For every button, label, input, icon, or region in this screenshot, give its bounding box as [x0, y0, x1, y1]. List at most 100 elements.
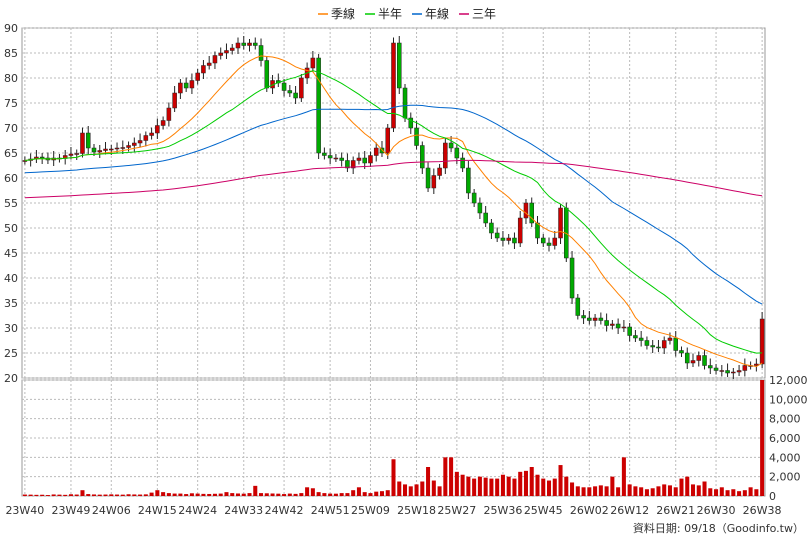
candle-body — [189, 80, 195, 89]
candle-body — [126, 145, 131, 148]
volume-bar — [581, 487, 586, 496]
candle-body — [598, 317, 604, 321]
volume-bar — [224, 492, 229, 496]
volume-bar — [305, 487, 310, 496]
candle-body — [402, 87, 408, 119]
volume-bar — [523, 470, 528, 496]
volume-bar — [708, 488, 713, 496]
volume-bar — [356, 487, 361, 496]
time-tick-label: 25W18 — [397, 504, 436, 517]
volume-axis: 12,000 10,000 8,000 6,000 4,000 2,000 0 — [769, 374, 808, 503]
candle-body — [91, 147, 97, 153]
time-tick-label: 23W40 — [5, 504, 44, 517]
volume-bar — [570, 482, 575, 496]
candle-body — [414, 127, 419, 146]
candle-body — [494, 232, 500, 239]
price-tick-label: 80 — [4, 72, 18, 85]
volume-bar — [138, 494, 143, 496]
candle-body — [120, 147, 126, 149]
candle-body — [264, 60, 270, 89]
candle-body — [575, 297, 581, 316]
candle-body — [552, 237, 558, 246]
volume-bar — [339, 493, 344, 496]
volume-bar — [443, 457, 448, 496]
volume-bar — [68, 494, 73, 496]
time-tick-label: 24W42 — [265, 504, 304, 517]
volume-bar — [506, 476, 511, 496]
volume-bar — [212, 493, 217, 496]
volume-bar — [760, 380, 765, 496]
volume-bar — [207, 493, 212, 496]
candle-body — [759, 318, 765, 365]
volume-bar — [172, 493, 177, 496]
time-axis: 23W40 23W49 24W06 24W15 24W24 24W33 24W42 24W51… — [5, 504, 781, 517]
volume-bar — [132, 494, 137, 496]
candle-body — [512, 237, 517, 244]
volume-bar — [161, 492, 166, 496]
candle-body — [80, 132, 85, 154]
volume-bar — [120, 494, 125, 496]
volume-bar — [74, 494, 79, 496]
ma-line-2 — [24, 104, 763, 305]
volume-bar — [564, 476, 569, 496]
candle-body — [546, 242, 552, 246]
time-tick-label: 26W02 — [570, 504, 609, 517]
candle-body — [253, 42, 258, 46]
price-panel: 90 85 80 75 70 65 60 55 50 45 40 35 30 25 20 — [4, 22, 766, 385]
time-tick-label: 25W36 — [483, 504, 522, 517]
volume-bar — [201, 493, 206, 496]
candle-body — [621, 326, 627, 329]
volume-bar — [28, 494, 33, 496]
volume-tick-label: 8,000 — [769, 413, 801, 426]
price-tick-label: 35 — [4, 297, 18, 310]
volume-bar — [293, 493, 298, 496]
volume-bar — [575, 486, 580, 496]
candle-body — [114, 147, 120, 150]
price-tick-label: 50 — [4, 222, 18, 235]
volume-bar — [477, 476, 482, 496]
candle-body — [592, 317, 598, 321]
volume-bar — [719, 487, 724, 496]
candle-body — [68, 153, 74, 156]
volume-tick-label: 10,000 — [769, 393, 808, 406]
candle-body — [736, 370, 742, 373]
candle-body — [281, 82, 287, 91]
time-tick-label: 25W27 — [437, 504, 476, 517]
candle-body — [731, 371, 736, 374]
legend-label-0: 季線 — [331, 6, 355, 21]
volume-bar — [189, 493, 194, 496]
candle-body — [425, 167, 431, 189]
candle-body — [368, 155, 373, 164]
candle-body — [529, 202, 534, 224]
volume-bar — [512, 478, 517, 496]
candle-body — [483, 212, 488, 224]
volume-bar — [241, 493, 246, 496]
volume-bar — [247, 493, 252, 496]
volume-bar — [656, 486, 661, 496]
volume-bar — [558, 465, 563, 496]
candle-body — [241, 42, 247, 46]
volume-bar — [529, 467, 534, 496]
candle-body — [638, 337, 644, 341]
volume-bar — [264, 493, 269, 496]
volume-bar — [414, 484, 419, 496]
volume-bar — [667, 485, 672, 496]
candle-body — [103, 148, 108, 151]
volume-bar — [149, 492, 154, 496]
volume-bar — [80, 490, 85, 496]
candle-body — [195, 72, 200, 81]
volume-bar — [449, 457, 454, 496]
price-tick-label: 85 — [4, 47, 18, 60]
candle-body — [408, 117, 414, 129]
candle-body — [235, 42, 241, 49]
candle-body — [172, 92, 177, 109]
legend-label-2: 年線 — [425, 6, 449, 21]
volume-bar — [63, 494, 68, 496]
volume-bar — [742, 490, 747, 496]
candle-body — [673, 337, 678, 351]
candle-body — [489, 222, 494, 234]
time-tick-label: 25W45 — [524, 504, 563, 517]
volume-bar — [126, 494, 131, 496]
candle-body — [183, 82, 189, 89]
candle-body — [443, 142, 448, 169]
